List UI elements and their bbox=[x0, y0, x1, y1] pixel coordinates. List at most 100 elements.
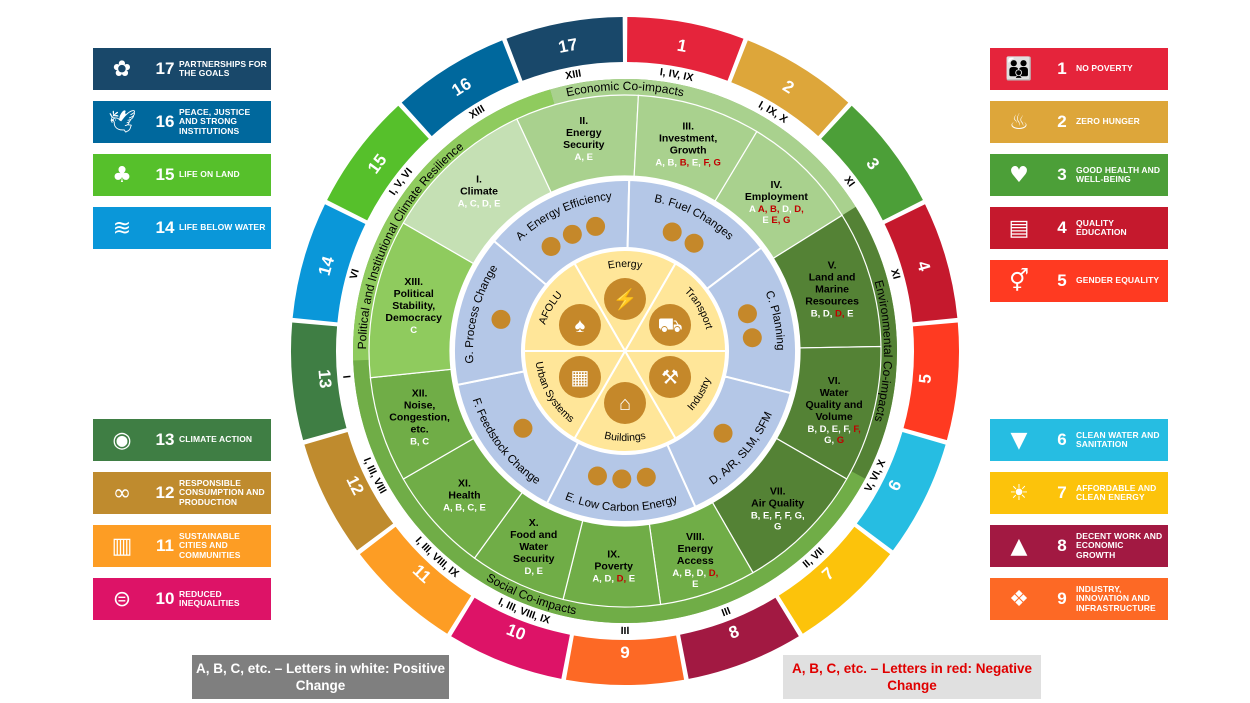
water-drop-icon: ▼ bbox=[1010, 427, 1028, 453]
sdg-tile-number: 8 bbox=[1057, 536, 1067, 555]
sdg-tile-14: ≋ 14 Life below water bbox=[93, 207, 271, 249]
legend-negative: A, B, C, etc. – Letters in red: Negative… bbox=[783, 655, 1041, 699]
positive-letter: D, bbox=[782, 204, 794, 215]
sdg-tile-label: No poverty bbox=[1076, 63, 1133, 74]
sdg-roman-label: XI bbox=[888, 268, 902, 281]
positive-letter: A bbox=[749, 204, 758, 215]
positive-letter: B, E, F, F, G, bbox=[751, 511, 805, 522]
sdg-roman-label: III bbox=[720, 605, 733, 619]
legend-negative-text: A, B, C, etc. – Letters in red: Negative… bbox=[791, 661, 1033, 693]
sdg-tile-number: 5 bbox=[1057, 271, 1067, 290]
sdg-tile-1: 👪 1 No poverty bbox=[990, 48, 1168, 90]
co-impact-letters: D, E bbox=[524, 566, 542, 577]
sdg-segment-number: 14 bbox=[315, 254, 339, 278]
co-impact-title: Investment, bbox=[659, 132, 717, 144]
co-impact-letters: A, B, B, E, F, G bbox=[655, 157, 720, 168]
sdg-tile-12: ∞ 12 Responsible consumption and productio… bbox=[93, 472, 271, 514]
positive-letter: B, D, bbox=[811, 309, 835, 320]
co-impact-title: Water bbox=[820, 387, 849, 399]
hammer-icon-glyph: ⚒ bbox=[661, 367, 679, 389]
cubes-icon: ❖ bbox=[1009, 586, 1029, 612]
co-impact-title: Food and bbox=[510, 529, 557, 541]
co-impact-title: Water bbox=[519, 541, 548, 553]
sdg-segment-9 bbox=[565, 635, 685, 686]
sdg-tile-2: ♨ 2 Zero hunger bbox=[990, 101, 1168, 143]
sdg-tile-number: 2 bbox=[1057, 112, 1067, 131]
co-impact-title: Political bbox=[394, 288, 434, 300]
sdg-tile-3: ♥ 3 Good health and well-being bbox=[990, 154, 1168, 196]
sdg-segment-number: 9 bbox=[620, 643, 629, 662]
negative-letter: E, G bbox=[771, 215, 790, 226]
co-impact-letters: E E, G bbox=[762, 215, 790, 226]
sdg-segment-1 bbox=[627, 17, 744, 81]
co-impact-title: Climate bbox=[460, 186, 498, 198]
sdg-tile-label: Life below water bbox=[179, 222, 266, 233]
positive-letter: E bbox=[847, 309, 853, 320]
eye-globe-icon: ◉ bbox=[112, 427, 132, 453]
co-impact-roman: II. bbox=[579, 115, 588, 127]
positive-letter: A, B, D, bbox=[672, 568, 708, 579]
co-impact-title: Security bbox=[513, 553, 555, 565]
sector-label: Buildings bbox=[603, 430, 647, 444]
sdg-tile-number: 17 bbox=[155, 59, 175, 78]
lightning-icon bbox=[604, 278, 646, 320]
sdg-tile-label: Industry, innovation and infrastructure bbox=[1076, 583, 1156, 613]
co-impact-letters: B, D, D, E bbox=[811, 309, 854, 320]
co-impact-roman: V. bbox=[828, 260, 837, 272]
sdg-tile-number: 6 bbox=[1057, 430, 1067, 449]
positive-letter: B, C bbox=[410, 437, 429, 448]
co-impact-title: Stability, bbox=[392, 300, 435, 312]
co-impact-title: Congestion, bbox=[389, 412, 450, 424]
sector-label: Energy bbox=[607, 258, 644, 272]
fish-wave-icon: ≋ bbox=[112, 215, 132, 241]
co-impact-letters: B, C bbox=[410, 437, 429, 448]
sdg-tile-number: 9 bbox=[1057, 589, 1067, 608]
co-impact-roman: IV. bbox=[770, 179, 782, 191]
positive-letter: A, B, bbox=[655, 157, 679, 168]
sdg-tile-label: Peace, justice and strong institutions bbox=[179, 106, 251, 136]
positive-letter: G, bbox=[824, 435, 837, 446]
negative-letter: D, bbox=[835, 309, 847, 320]
negative-letter: B, bbox=[680, 157, 692, 168]
co-impact-roman: XII. bbox=[412, 388, 428, 400]
sdg-tile-number: 13 bbox=[155, 430, 175, 449]
infinity-icon: ∞ bbox=[112, 480, 132, 506]
co-impact-letters: A, B, C, E bbox=[443, 503, 486, 514]
sdg-segment-17 bbox=[506, 17, 623, 81]
positive-letter: E bbox=[692, 579, 698, 590]
measure-icon-badge bbox=[541, 237, 561, 257]
sdg-tile-label: Decent work and economic growth bbox=[1076, 530, 1163, 560]
negative-letter: G bbox=[837, 435, 844, 446]
co-impact-letters: C bbox=[410, 325, 417, 336]
co-impact-title: Access bbox=[677, 555, 714, 567]
sdg-roman-label: III bbox=[621, 625, 630, 637]
sdg-segment-number: 13 bbox=[315, 369, 336, 389]
measure-icon-badge bbox=[684, 233, 704, 253]
sdg-tile-7: ☀ 7 Affordable and clean energy bbox=[990, 472, 1168, 514]
co-impact-title: Volume bbox=[816, 411, 853, 423]
positive-letter: G bbox=[774, 522, 781, 533]
sdg-tile-6: ▼ 6 Clean water and sanitation bbox=[990, 419, 1168, 461]
sdg-segment-4 bbox=[884, 204, 958, 323]
sdg-tile-13: ◉ 13 Climate action bbox=[93, 419, 271, 461]
sdg-tile-label: Responsible consumption and production bbox=[179, 477, 265, 507]
positive-letter: E, bbox=[692, 157, 704, 168]
bowl-icon: ♨ bbox=[1009, 109, 1029, 135]
sdg-segment-2 bbox=[731, 40, 849, 137]
book-icon: ▤ bbox=[1008, 215, 1030, 241]
co-impact-letters: A, B, D, D, bbox=[672, 568, 718, 579]
co-impact-letters: A, D, D, E bbox=[592, 574, 635, 585]
co-impact-title: Health bbox=[448, 490, 480, 502]
sdg-tile-label: Sustainable cities and communities bbox=[179, 530, 241, 560]
sdg-tile-number: 1 bbox=[1057, 59, 1067, 78]
sdg-tile-label: Zero hunger bbox=[1076, 116, 1140, 127]
co-impact-title: Employment bbox=[745, 191, 809, 203]
truck-icon bbox=[649, 304, 692, 346]
sdg-roman-label: VI bbox=[348, 268, 362, 281]
sdg-roman-label: XIII bbox=[564, 67, 582, 82]
sdg-segment-number: 1 bbox=[676, 36, 689, 56]
measure-icon-badge bbox=[562, 224, 582, 244]
co-impact-roman: XIII. bbox=[404, 276, 423, 288]
co-impact-roman: XI. bbox=[458, 478, 471, 490]
